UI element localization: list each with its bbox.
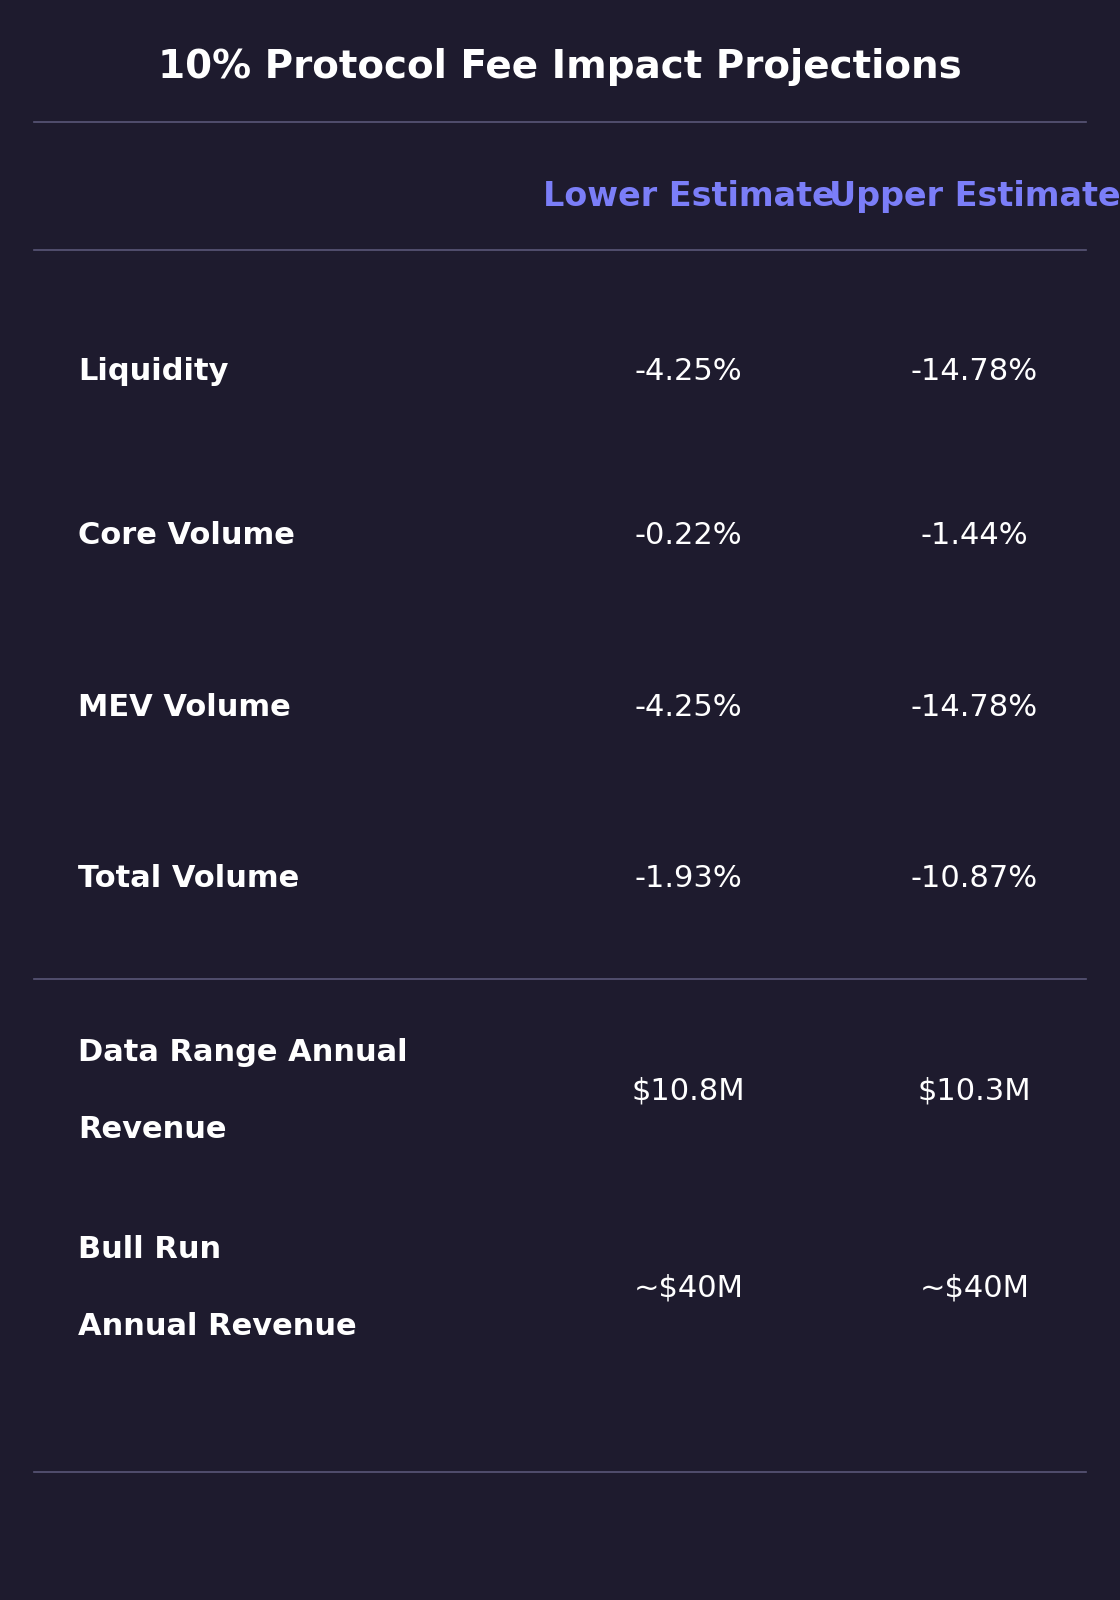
Text: $10.8M: $10.8M [632,1077,746,1106]
Text: Lower Estimate: Lower Estimate [543,181,834,213]
Text: 10% Protocol Fee Impact Projections: 10% Protocol Fee Impact Projections [158,48,962,86]
Text: ~$40M: ~$40M [920,1274,1029,1302]
Text: MEV Volume: MEV Volume [78,693,291,722]
Text: ~$40M: ~$40M [634,1274,744,1302]
Text: -10.87%: -10.87% [911,864,1038,893]
Text: Core Volume: Core Volume [78,522,296,550]
Text: Liquidity: Liquidity [78,357,228,386]
Text: Revenue: Revenue [78,1115,227,1144]
Text: $10.3M: $10.3M [917,1077,1032,1106]
Text: -14.78%: -14.78% [911,693,1038,722]
Text: -14.78%: -14.78% [911,357,1038,386]
Text: Data Range Annual: Data Range Annual [78,1038,408,1067]
Text: -0.22%: -0.22% [635,522,743,550]
Text: -1.44%: -1.44% [921,522,1028,550]
Text: Bull Run: Bull Run [78,1235,222,1264]
Text: Total Volume: Total Volume [78,864,300,893]
Text: -1.93%: -1.93% [635,864,743,893]
Text: -4.25%: -4.25% [635,693,743,722]
Text: Upper Estimate: Upper Estimate [829,181,1120,213]
Text: Annual Revenue: Annual Revenue [78,1312,357,1341]
Text: -4.25%: -4.25% [635,357,743,386]
